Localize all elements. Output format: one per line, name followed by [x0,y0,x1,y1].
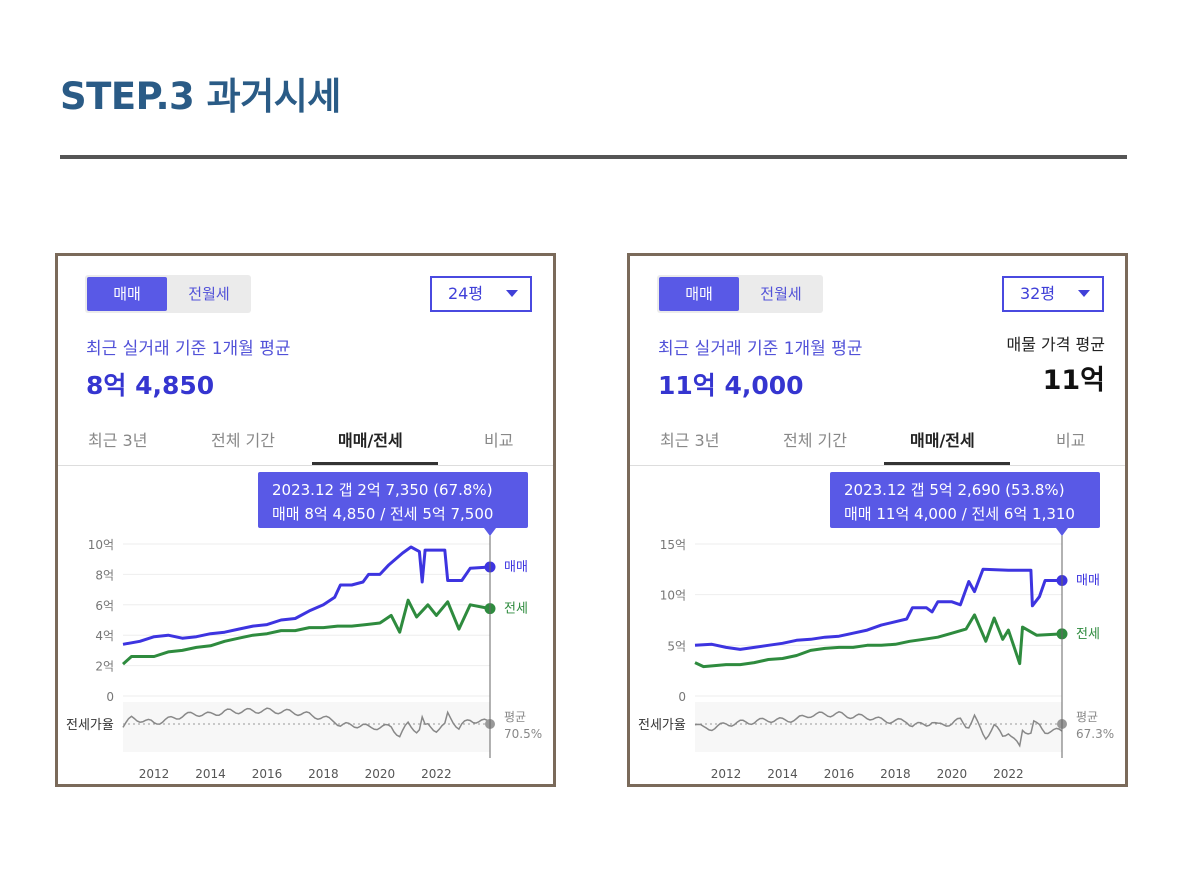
x-tick-label: 2020 [365,767,396,781]
chart-tabs: 최근 3년 전체 기간 매매/전세 비교 [630,419,1125,466]
tab-all-period[interactable]: 전체 기간 [211,431,275,450]
series-label-jeonse: 전세 [504,602,528,617]
size-select-value: 32평 [1020,284,1056,303]
jeonse-line [122,598,491,666]
y-tick-label: 10억 [88,538,114,552]
y-tick-label: 10억 [660,589,686,603]
ratio-label: 전세가율 [66,718,114,733]
page-title: STEP.3 과거시세 [60,75,341,118]
y-tick-label: 8억 [95,568,114,582]
tooltip-line-2: 매매 11억 4,000 / 전세 6억 1,310 [844,505,1075,523]
y-tick-label: 6억 [95,599,114,613]
series-label-jeonse: 전세 [1076,627,1100,642]
avg-label: 평균 [1076,710,1098,724]
jeonse-line [694,613,1063,669]
price-panel-24: 매매 전월세 24평 최근 실거래 기준 1개월 평균 8억 4,850 최근 … [55,253,556,787]
x-tick-label: 2018 [880,767,911,781]
series-label-sale: 매매 [504,560,528,575]
tooltip-line-1: 2023.12 갭 2억 7,350 (67.8%) [272,481,493,499]
recent-price: 11억 4,000 [658,371,804,400]
sale-line [694,567,1062,651]
tab-compare[interactable]: 비교 [484,431,514,450]
tab-compare[interactable]: 비교 [1056,431,1086,450]
trade-type-toggle: 매매 전월세 [85,275,251,313]
y-tick-label: 5억 [667,639,686,653]
y-tick-label: 0 [106,690,114,704]
ratio-line [122,707,491,738]
tooltip-line-2: 매매 8억 4,850 / 전세 5억 7,500 [272,505,493,523]
toggle-sale[interactable]: 매매 [87,277,167,311]
listing-avg-value: 11억 [1042,365,1105,396]
title-divider [60,155,1127,159]
sale-line [122,545,491,646]
tab-all-period[interactable]: 전체 기간 [783,431,847,450]
toggle-sale[interactable]: 매매 [659,277,739,311]
caret-down-icon [1078,290,1090,297]
x-tick-label: 2022 [421,767,452,781]
tab-recent-3y[interactable]: 최근 3년 [88,431,148,450]
tab-sale-jeonse[interactable]: 매매/전세 [910,431,975,450]
trade-type-toggle: 매매 전월세 [657,275,823,313]
recent-price: 8억 4,850 [86,371,215,400]
y-tick-label: 15억 [660,538,686,552]
x-tick-label: 2014 [195,767,226,781]
listing-avg-label: 매물 가격 평균 [1006,335,1106,354]
avg-ratio-value: 67.3% [1076,727,1114,741]
price-panel-32: 매매 전월세 32평 최근 실거래 기준 1개월 평균 11억 4,000 매물… [627,253,1128,787]
ratio-band [123,702,490,752]
price-chart[interactable]: 0 5억 10억 15억 2012 2014 2016 2018 2020 2022 2023.1… [630,466,1125,786]
toggle-rent[interactable]: 전월세 [188,285,230,303]
ratio-line [694,710,1063,748]
series-label-sale: 매매 [1076,573,1100,588]
size-select[interactable]: 24평 [430,276,532,312]
chart-tabs: 최근 3년 전체 기간 매매/전세 비교 [58,419,553,466]
tab-sale-jeonse[interactable]: 매매/전세 [338,431,403,450]
toggle-rent[interactable]: 전월세 [760,285,802,303]
avg-label: 평균 [504,710,526,724]
recent-trade-subtitle: 최근 실거래 기준 1개월 평균 [86,339,291,359]
size-select[interactable]: 32평 [1002,276,1104,312]
tab-recent-3y[interactable]: 최근 3년 [660,431,720,450]
y-tick-label: 2억 [95,660,114,674]
x-tick-label: 2012 [139,767,170,781]
tooltip-line-1: 2023.12 갭 5억 2,690 (53.8%) [844,481,1065,499]
x-tick-label: 2014 [767,767,798,781]
x-tick-label: 2016 [252,767,283,781]
price-chart[interactable]: 0 2억 4억 6억 8억 10억 2012 2014 2016 2018 2020 2022 202… [58,466,553,786]
x-tick-label: 2022 [993,767,1024,781]
active-tab-underline [312,462,438,465]
ratio-label: 전세가율 [638,718,686,733]
y-tick-label: 0 [678,690,686,704]
recent-trade-subtitle: 최근 실거래 기준 1개월 평균 [658,339,863,359]
y-tick-label: 4억 [95,629,114,643]
active-tab-underline [884,462,1010,465]
caret-down-icon [506,290,518,297]
ratio-band [695,702,1062,752]
x-tick-label: 2012 [711,767,742,781]
x-tick-label: 2018 [308,767,339,781]
size-select-value: 24평 [448,284,484,303]
avg-ratio-value: 70.5% [504,727,542,741]
x-tick-label: 2020 [937,767,968,781]
x-tick-label: 2016 [824,767,855,781]
